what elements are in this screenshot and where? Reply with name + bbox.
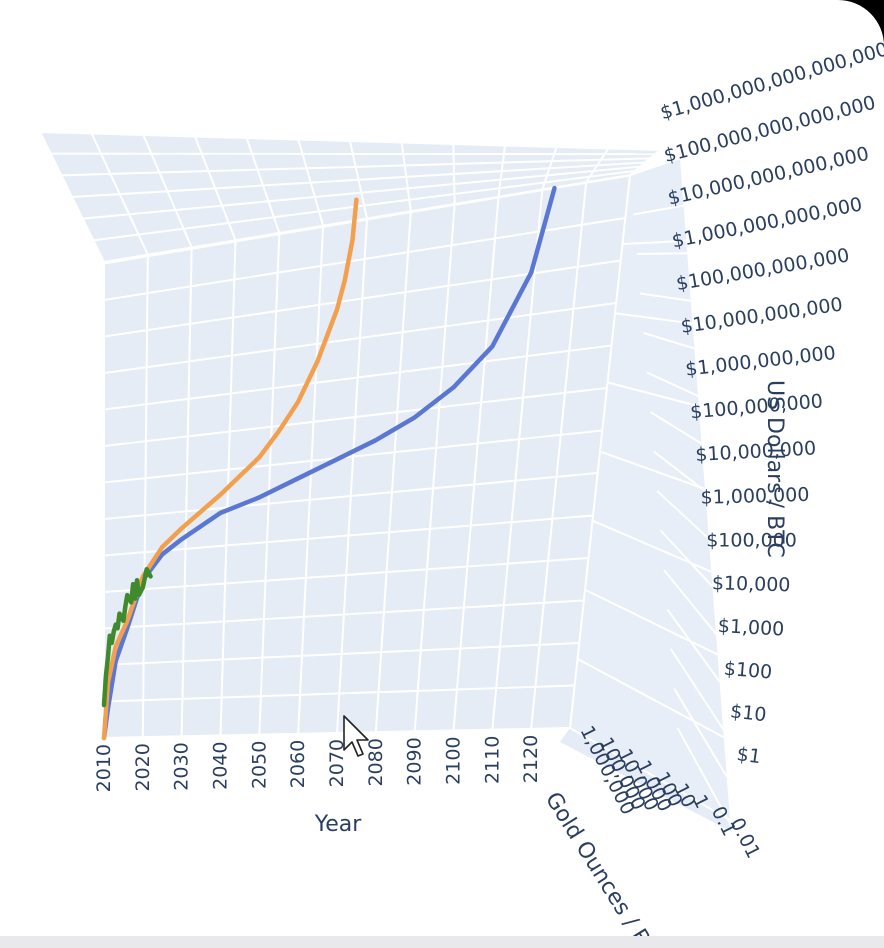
x-tick-label: 2100 (443, 737, 465, 785)
z-tick-label: $1,000 (717, 615, 785, 641)
grid-lines (39, 131, 732, 825)
x-tick-label: 2090 (404, 737, 426, 785)
x-tick-label: 2060 (287, 740, 309, 788)
z-tick-label: $1,000,000 (700, 484, 809, 509)
z-tick-label: $100,000 (706, 530, 797, 552)
mouse-cursor-icon (343, 715, 369, 757)
series-lines (101, 185, 557, 741)
top-wall (40, 132, 660, 262)
x-tick-label: 2030 (171, 742, 193, 790)
z-tick-label: $100 (723, 658, 773, 684)
x-tick-label: 2110 (481, 736, 503, 784)
series-line-2[interactable] (101, 197, 359, 741)
series-line-3[interactable] (101, 566, 153, 708)
z-tick-label: $1 (735, 743, 762, 768)
x-tick-label: 2070 (326, 739, 348, 787)
z-tick-label: $10,000,000 (695, 437, 817, 466)
x-tick-label: 2050 (248, 741, 270, 789)
z-axis-title: US Dollars / BTC (762, 380, 787, 558)
z-tick-label: $10,000 (712, 572, 791, 596)
x-axis-title: Year (314, 812, 363, 837)
x-tick-label: 2040 (210, 742, 232, 790)
x-tick-label: 2020 (132, 743, 154, 791)
y-axis-title: Gold Ounces / BTC (540, 788, 669, 948)
z-tick-label: $100,000,000,000 (675, 244, 851, 295)
floor-wall (560, 728, 732, 832)
z-tick-label: $100,000,000 (689, 390, 823, 423)
z-tick-label: $1,000,000,000 (684, 342, 837, 381)
bottom-bar (0, 936, 884, 948)
series-line-1[interactable] (101, 185, 557, 741)
z-tick-label: $10 (729, 700, 767, 726)
back-wall (104, 175, 630, 738)
x-tick-labels: 2010 2020 2030 2040 2050 2060 2070 2080 2090 2100… (93, 735, 542, 793)
x-tick-label: 2080 (365, 738, 387, 786)
x-tick-label: 2120 (520, 735, 542, 783)
z-tick-label: $10,000,000,000 (679, 293, 844, 337)
x-tick-label: 2010 (93, 744, 115, 792)
